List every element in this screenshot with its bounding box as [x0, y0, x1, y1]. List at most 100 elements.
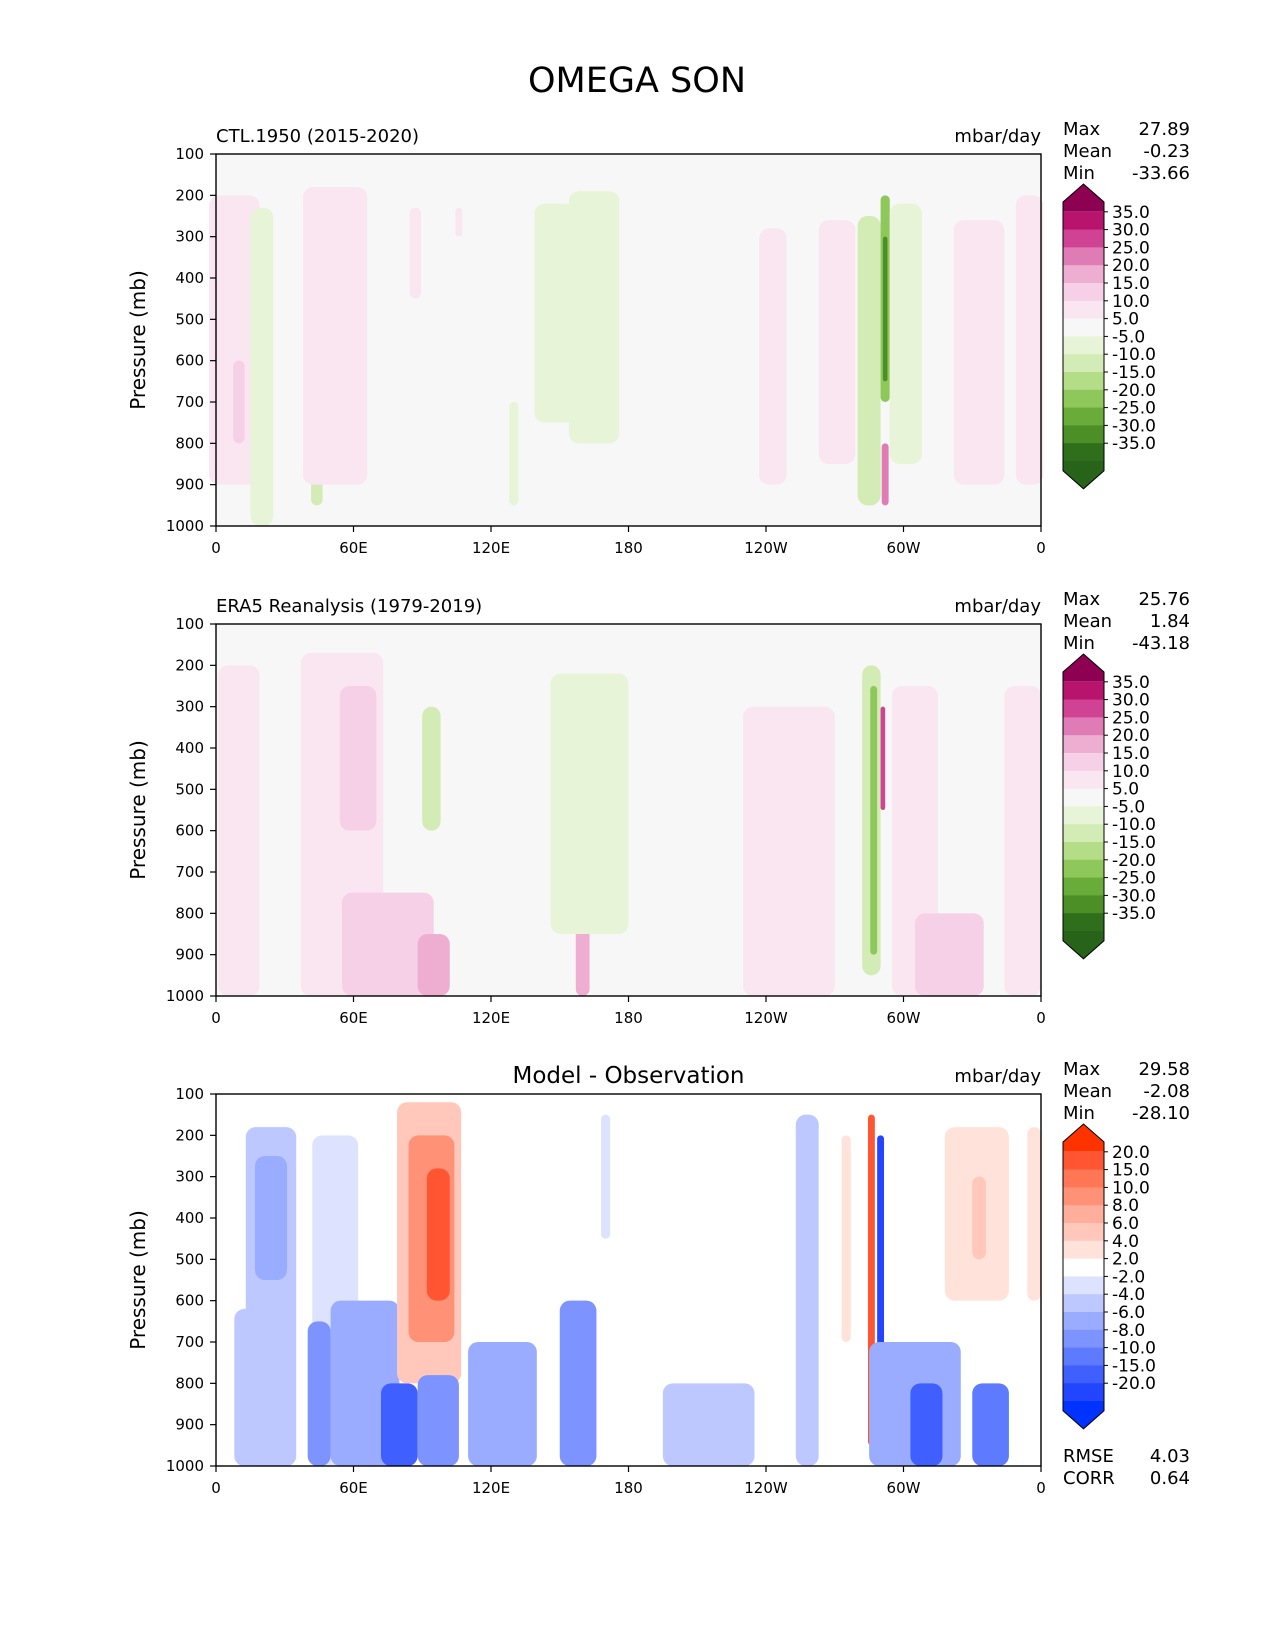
contour-blob [568, 191, 620, 444]
contour-blob [509, 402, 519, 506]
y-tick-label: 500 [175, 780, 204, 798]
colorbar-label: 5.0 [1112, 780, 1139, 800]
x-tick-label: 180 [614, 1479, 643, 1497]
contour-blob [880, 706, 886, 810]
colorbar-swatch [1063, 699, 1104, 718]
stat-label: Max [1063, 589, 1101, 610]
colorbar-swatch [1063, 1151, 1104, 1170]
colorbar-swatch [1063, 681, 1104, 700]
y-tick-label: 1000 [166, 517, 204, 535]
y-tick-label: 600 [175, 352, 204, 370]
colorbar-cap-top [1063, 654, 1104, 682]
x-tick-label: 120E [472, 1479, 510, 1497]
colorbar-swatch [1063, 859, 1104, 878]
contour-blob [303, 187, 368, 485]
colorbar-label: -5.0 [1112, 797, 1145, 817]
contour-blob [743, 706, 835, 996]
stat-value: -28.10 [1132, 1103, 1190, 1124]
contour-blob [417, 934, 450, 996]
y-tick-label: 200 [175, 656, 204, 674]
colorbar-swatch [1063, 1258, 1104, 1277]
colorbar-swatch [1063, 354, 1104, 373]
contour-blob [662, 1383, 755, 1466]
colorbar-label: 25.0 [1112, 708, 1150, 728]
colorbar-label: 5.0 [1112, 310, 1139, 330]
stat-label: Min [1063, 163, 1095, 184]
contour-blob [417, 1375, 459, 1466]
y-tick-label: 100 [175, 145, 204, 163]
stat-label: Mean [1063, 611, 1112, 632]
y-tick-label: 100 [175, 615, 204, 633]
colorbar-swatch [1063, 389, 1104, 408]
colorbar-label: -30.0 [1112, 886, 1156, 906]
y-tick-label: 800 [175, 1374, 204, 1392]
colorbar-swatch [1063, 1240, 1104, 1259]
colorbar: 20.015.010.08.06.04.02.0-2.0-4.0-6.0-8.0… [1062, 1123, 1156, 1430]
contour-blob [422, 706, 441, 831]
contour-blob [882, 236, 888, 382]
colorbar-swatch [1063, 300, 1104, 319]
chart-panel-1: 100 200 300 400 500 600 700 800 900 1000 0 60E 120E 1… [126, 119, 1190, 557]
stat-label: Min [1063, 633, 1095, 654]
contour-blob [972, 1383, 1009, 1466]
colorbar-label: 10.0 [1112, 1178, 1150, 1198]
colorbar-outline [1062, 183, 1105, 490]
colorbar-label: -20.0 [1112, 1374, 1156, 1394]
colorbar-label: 15.0 [1112, 1161, 1150, 1181]
colorbar-label: 30.0 [1112, 221, 1150, 241]
contour-blob [910, 1383, 943, 1466]
colorbar-cap-top [1063, 1124, 1104, 1152]
colorbar-swatch [1063, 824, 1104, 843]
colorbar-label: 2.0 [1112, 1250, 1139, 1270]
stat-value: -43.18 [1132, 633, 1190, 654]
figure-title: OMEGA SON [528, 61, 746, 101]
stat-value: -0.23 [1143, 141, 1190, 162]
x-tick-label: 0 [1036, 539, 1046, 557]
colorbar-label: 10.0 [1112, 762, 1150, 782]
contour-blob [218, 665, 260, 996]
colorbar-label: 30.0 [1112, 691, 1150, 711]
stat-value: 25.76 [1138, 589, 1190, 610]
panel-title: ERA5 Reanalysis (1979-2019) [216, 596, 482, 617]
y-tick-label: 200 [175, 1126, 204, 1144]
contour-blob [307, 1321, 331, 1466]
y-tick-label: 500 [175, 310, 204, 328]
y-axis-label: Pressure (mb) [126, 740, 150, 880]
colorbar-label: 4.0 [1112, 1232, 1139, 1252]
contour-blob [468, 1342, 537, 1466]
colorbar-cap-top [1063, 184, 1104, 212]
stat-value: 4.03 [1150, 1446, 1190, 1467]
contour-blob [426, 1168, 450, 1301]
colorbar-swatch [1063, 318, 1104, 337]
stat-label: Min [1063, 1103, 1095, 1124]
x-tick-label: 120E [472, 1009, 510, 1027]
colorbar-label: -25.0 [1112, 399, 1156, 419]
y-tick-label: 1000 [166, 987, 204, 1005]
y-tick-label: 800 [175, 434, 204, 452]
colorbar-swatch [1063, 1223, 1104, 1242]
colorbar-label: -15.0 [1112, 1356, 1156, 1376]
y-tick-label: 900 [175, 1416, 204, 1434]
x-tick-label: 0 [211, 1479, 221, 1497]
colorbar-swatch [1063, 1205, 1104, 1224]
colorbar-label: 8.0 [1112, 1196, 1139, 1216]
contour-blob [953, 220, 1005, 485]
colorbar-label: 10.0 [1112, 292, 1150, 312]
units-label: mbar/day [954, 596, 1041, 617]
colorbar-label: 15.0 [1112, 274, 1150, 294]
x-tick-label: 120W [744, 1009, 788, 1027]
colorbar-label: 20.0 [1112, 1143, 1150, 1163]
y-tick-label: 400 [175, 739, 204, 757]
colorbar-swatch [1063, 913, 1104, 932]
stat-label: Max [1063, 119, 1101, 140]
x-tick-label: 60W [887, 1479, 921, 1497]
y-tick-label: 300 [175, 228, 204, 246]
colorbar-label: -10.0 [1112, 1339, 1156, 1359]
colorbar-swatch [1063, 1329, 1104, 1348]
colorbar-swatch [1063, 1347, 1104, 1366]
contour-blob [881, 443, 889, 506]
colorbar-label: -35.0 [1112, 434, 1156, 454]
stat-value: 0.64 [1150, 1468, 1190, 1489]
x-tick-label: 60E [339, 1009, 368, 1027]
